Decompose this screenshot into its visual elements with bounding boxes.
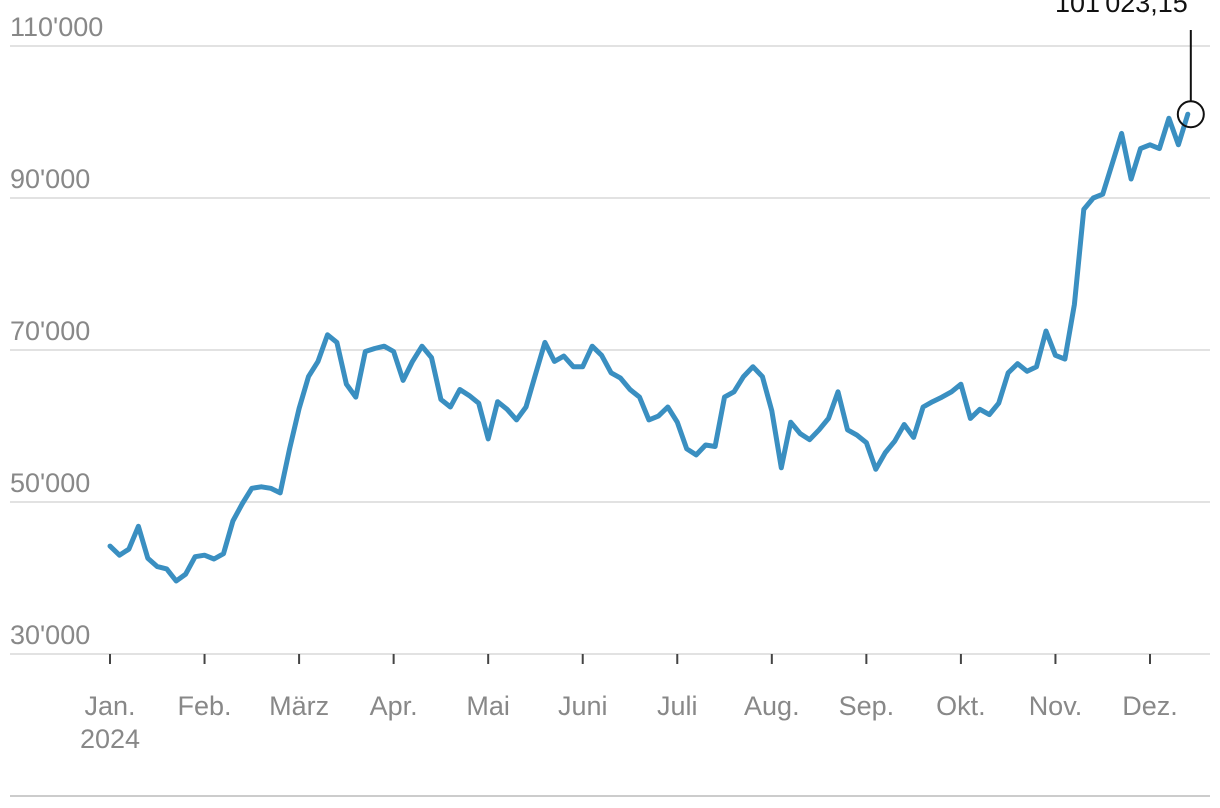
last-point-marker	[1176, 100, 1205, 129]
x-tick-label: Nov.	[1029, 691, 1083, 721]
x-tick-label: Dez.	[1122, 691, 1178, 721]
x-tick-label: Apr.	[370, 691, 418, 721]
annotation: 101'023,15	[1055, 0, 1188, 18]
line	[107, 111, 1191, 584]
x-tick-label: Sep.	[839, 691, 895, 721]
y-tick-label: 30'000	[10, 620, 90, 650]
x-tick-label: Juli	[657, 691, 698, 721]
y-tick-label: 50'000	[10, 468, 90, 498]
x-tick-label: Okt.	[936, 691, 986, 721]
x-tick-label: Aug.	[744, 691, 800, 721]
x-sublabel: 2024	[80, 724, 140, 754]
x-tick-label: Jan.	[84, 691, 135, 721]
x-tick-label: Feb.	[178, 691, 232, 721]
y-tick-label: 70'000	[10, 316, 90, 346]
x-tick-label: März	[269, 691, 329, 721]
x-tick-label: Mai	[466, 691, 510, 721]
x-tick-label: Juni	[558, 691, 608, 721]
y-tick-label: 90'000	[10, 164, 90, 194]
y-tick-label: 110'000	[10, 12, 103, 42]
